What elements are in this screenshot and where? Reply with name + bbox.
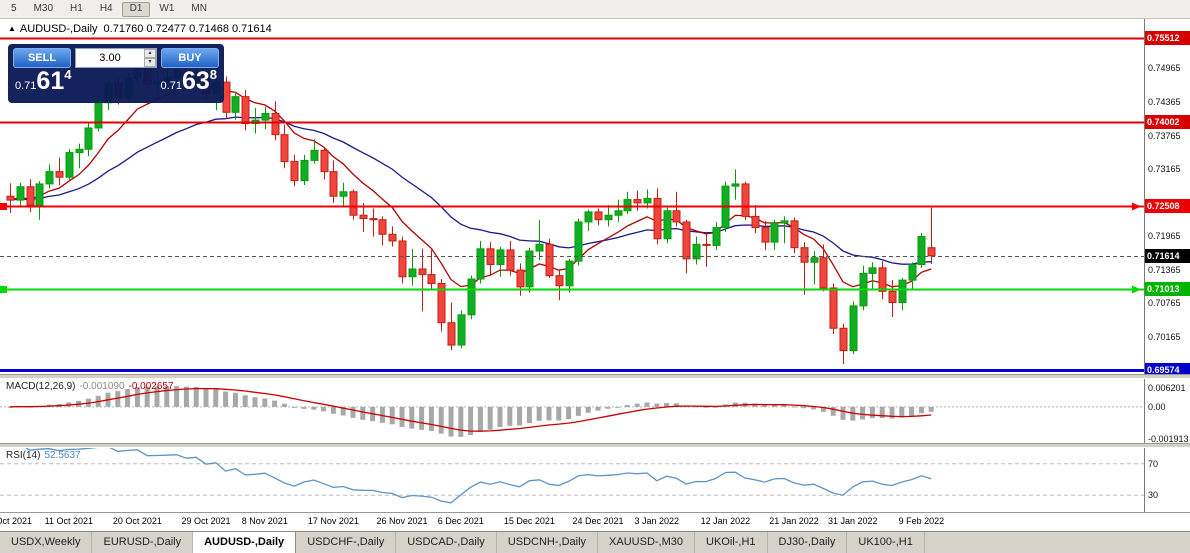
- one-click-trading-panel: SELL 3.00 ▴ ▾ BUY 0.71614 0.71638: [8, 44, 224, 103]
- price-tag: 0.71013: [1145, 282, 1190, 297]
- rsi-level-label: 30: [1148, 490, 1159, 501]
- chart-tabbar: USDX,Weekly EURUSD-,Daily AUDUSD-,Daily USD…: [0, 531, 1190, 553]
- price-axis-label: 0.70165: [1148, 331, 1181, 342]
- timeframe-button-w1[interactable]: W1: [151, 2, 182, 17]
- pane-splitter[interactable]: [0, 443, 1190, 448]
- macd-signal-value: -0.002657: [128, 381, 174, 392]
- chart-tab-usdchf-daily[interactable]: USDCHF-,Daily: [296, 532, 397, 553]
- chart-tab-usdcnh-daily[interactable]: USDCNH-,Daily: [497, 532, 599, 553]
- horizontal-lines: [0, 37, 1144, 372]
- rsi-level-label: 70: [1148, 458, 1159, 469]
- timeframe-button-m30[interactable]: M30: [26, 2, 61, 17]
- chart-tab-dj30-daily[interactable]: DJ30-,Daily: [768, 532, 848, 553]
- date-label: 24 Dec 2021: [572, 516, 624, 526]
- chart-tab-audusd-daily[interactable]: AUDUSD-,Daily: [193, 532, 297, 553]
- price-axis-label: 0.74965: [1148, 63, 1181, 74]
- time-axis-separator: [0, 512, 1190, 513]
- date-label: 3 Jan 2022: [634, 516, 680, 526]
- timeframe-button-h1[interactable]: H1: [62, 2, 91, 17]
- volume-decrease-button[interactable]: ▾: [144, 58, 156, 67]
- volume-increase-button[interactable]: ▴: [144, 49, 156, 58]
- macd-label: MACD(12,26,9) -0.001090 -0.002657: [6, 381, 174, 392]
- chart-tab-usdcad-daily[interactable]: USDCAD-,Daily: [396, 532, 497, 553]
- price-axis-label: 0.73765: [1148, 130, 1181, 141]
- date-label: 20 Oct 2021: [112, 516, 162, 526]
- price-axis-label: 0.71365: [1148, 264, 1181, 275]
- macd-axis-label: 0.00: [1148, 401, 1166, 412]
- date-label: 1 Oct 2021: [0, 516, 33, 526]
- buy-price: 0.71638: [160, 67, 217, 95]
- macd-axis-label: -0.001913: [1148, 434, 1189, 444]
- timeframe-button-mn[interactable]: MN: [183, 2, 215, 17]
- date-label: 21 Jan 2022: [769, 516, 819, 526]
- sell-price: 0.71614: [15, 67, 72, 95]
- timeframe-button-h4[interactable]: H4: [92, 2, 121, 17]
- rsi-indicator: [0, 442, 1144, 504]
- date-label: 17 Nov 2021: [307, 516, 359, 526]
- price-axis-label: 0.71965: [1148, 231, 1181, 242]
- price-axis-label: 0.73165: [1148, 164, 1181, 175]
- macd-main-value: -0.001090: [79, 381, 125, 392]
- chart-tab-usdx-weekly[interactable]: USDX,Weekly: [0, 532, 93, 553]
- macd-indicator: [0, 386, 1144, 437]
- chart-symbol-period: AUDUSD-,Daily: [19, 23, 98, 35]
- timeframe-button-d1[interactable]: D1: [121, 1, 151, 17]
- chart-tab-xauusd-m30[interactable]: XAUUSD-,M30: [598, 532, 696, 553]
- date-label: 12 Jan 2022: [700, 516, 751, 526]
- price-axis-label: 0.74365: [1148, 96, 1181, 107]
- rsi-label: RSI(14) 52.5637: [6, 450, 81, 461]
- chart-tab-uk100-h1[interactable]: UK100-,H1: [847, 532, 925, 553]
- sell-button[interactable]: SELL: [13, 48, 71, 68]
- date-label: 11 Oct 2021: [44, 516, 93, 526]
- price-tag: 0.72508: [1145, 198, 1190, 213]
- chart-title: ▲ AUDUSD-,Daily 0.71760 0.72477 0.71468 0.…: [8, 23, 272, 35]
- timeframe-button-5[interactable]: 5: [3, 2, 25, 17]
- chart-tab-eurusd-daily[interactable]: EURUSD-,Daily: [92, 532, 194, 553]
- date-label: 15 Dec 2021: [503, 516, 555, 526]
- candlestick-series: [6, 59, 936, 365]
- date-label: 6 Dec 2021: [437, 516, 484, 526]
- date-label: 9 Feb 2022: [898, 516, 945, 526]
- volume-value[interactable]: 3.00: [99, 52, 121, 64]
- price-axis-label: 0.70765: [1148, 298, 1181, 309]
- symbol-marker-icon: ▲: [8, 24, 16, 33]
- price-tag: 0.75512: [1145, 30, 1190, 45]
- chart-ohlc-values: 0.71760 0.72477 0.71468 0.71614: [103, 23, 272, 35]
- date-label: 26 Nov 2021: [376, 516, 428, 526]
- buy-button[interactable]: BUY: [161, 48, 219, 68]
- volume-field[interactable]: 3.00 ▴ ▾: [75, 48, 157, 68]
- price-tag: 0.74002: [1145, 115, 1190, 130]
- price-tag: 0.71614: [1145, 248, 1190, 263]
- macd-axis-label: 0.006201: [1148, 383, 1186, 393]
- date-label: 29 Oct 2021: [181, 516, 231, 526]
- timeframe-toolbar: 5 M30 H1 H4 D1 W1 MN: [0, 0, 1190, 19]
- pane-splitter[interactable]: [0, 374, 1190, 379]
- price-tag: 0.69574: [1145, 362, 1190, 377]
- date-label: 31 Jan 2022: [828, 516, 878, 526]
- chart-tab-ukoil-h1[interactable]: UKOil-,H1: [695, 532, 768, 553]
- time-axis[interactable]: 1 Oct 2021 11 Oct 2021 20 Oct 2021 29 Oct 2…: [0, 513, 1144, 530]
- date-label: 8 Nov 2021: [241, 516, 288, 526]
- rsi-value: 52.5637: [44, 450, 81, 461]
